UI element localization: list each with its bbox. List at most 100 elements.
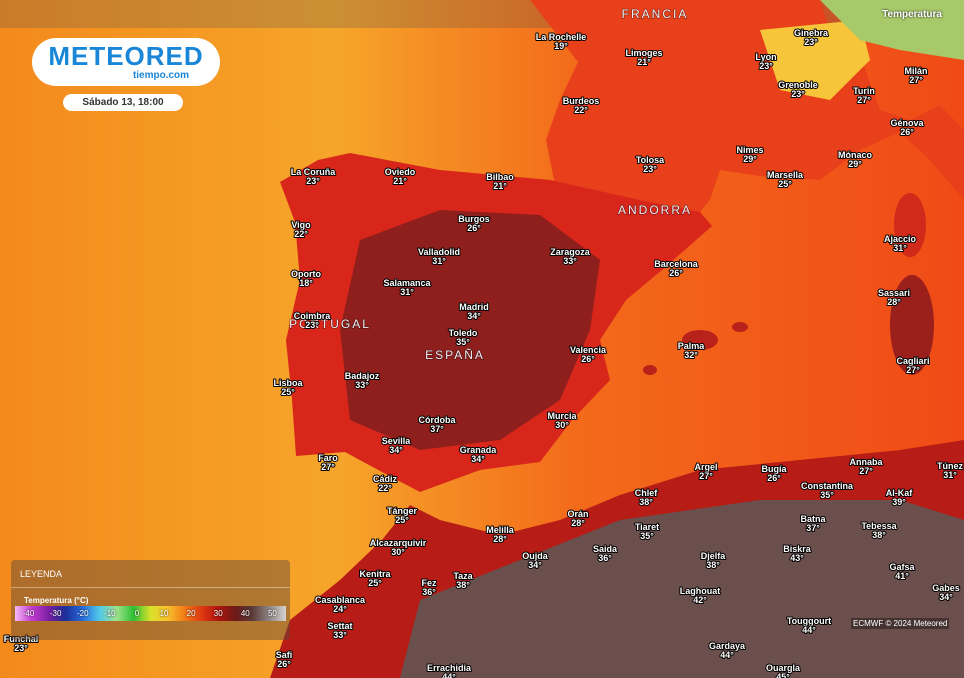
- city-temp: 39°: [892, 497, 906, 507]
- city-name: Fez: [421, 578, 437, 588]
- legend-title: LEYENDA: [20, 569, 63, 579]
- city-name: Coimbra: [294, 311, 332, 321]
- city-name: Tolosa: [636, 155, 665, 165]
- sardinia: [890, 275, 934, 375]
- city-name: Lisboa: [273, 378, 303, 388]
- city-temp: 35°: [456, 337, 470, 347]
- credit: ECMWF © 2024 Meteored: [851, 618, 950, 629]
- city-temp: 38°: [456, 580, 470, 590]
- city-temp: 35°: [820, 490, 834, 500]
- city-name: Limoges: [625, 48, 662, 58]
- city-name: Oporto: [291, 269, 321, 279]
- city-name: Tiaret: [635, 522, 659, 532]
- city-temp: 34°: [389, 445, 403, 455]
- city-temp: 44°: [720, 650, 734, 660]
- city-name: Sassari: [878, 288, 910, 298]
- city-temp: 42°: [693, 595, 707, 605]
- layer[interactable]: Temperatura: [882, 9, 942, 20]
- city-temp: 33°: [563, 256, 577, 266]
- city-temp: 31°: [432, 256, 446, 266]
- city-temp: 44°: [442, 672, 456, 678]
- city-temp: 30°: [391, 547, 405, 557]
- city-name: Biskra: [783, 544, 812, 554]
- city-temp: 41°: [895, 571, 909, 581]
- legend-tick: 0: [134, 609, 140, 618]
- city-name: Ouargla: [766, 663, 801, 673]
- city-temp: 27°: [699, 471, 713, 481]
- city-temp: 34°: [467, 311, 481, 321]
- city-temp: 23°: [643, 164, 657, 174]
- legend-subtitle: Temperatura (°C): [24, 596, 89, 605]
- city-temp: 28°: [887, 297, 901, 307]
- city-name: La Coruña: [291, 167, 336, 177]
- city-temp: 23°: [14, 643, 28, 653]
- date[interactable]: Sábado 13, 18:00: [63, 94, 183, 111]
- city-temp: 23°: [791, 89, 805, 99]
- city-name: Cádiz: [373, 474, 398, 484]
- city-temp: 29°: [743, 154, 757, 164]
- legend-tick: 30: [213, 609, 223, 618]
- legend-tick: -30: [49, 609, 62, 618]
- city-temp: 23°: [305, 320, 319, 330]
- city-temp: 26°: [900, 127, 914, 137]
- city-name: Constantina: [801, 481, 854, 491]
- city-temp: 36°: [598, 553, 612, 563]
- legend-tick: 50: [267, 609, 277, 618]
- city-temp: 23°: [804, 37, 818, 47]
- legend-separator: [11, 587, 290, 588]
- city-temp: 26°: [581, 354, 595, 364]
- city-name: Tebessa: [861, 521, 897, 531]
- city-name: Settat: [327, 621, 352, 631]
- city-temp: 34°: [528, 560, 542, 570]
- city-temp: 22°: [574, 105, 588, 115]
- city-temp: 22°: [294, 229, 308, 239]
- city-name: Alcazarquivir: [370, 538, 427, 548]
- city-name: Kenitra: [359, 569, 391, 579]
- city-temp: 27°: [906, 365, 920, 375]
- city-name: Murcia: [547, 411, 577, 421]
- city-temp: 18°: [299, 278, 313, 288]
- legend-tick: -40: [22, 609, 35, 618]
- city-temp: 31°: [893, 243, 907, 253]
- iberia-heat: [340, 210, 600, 450]
- city-temp: 38°: [706, 560, 720, 570]
- city-name: Faro: [318, 453, 338, 463]
- city-temp: 26°: [277, 659, 291, 669]
- city-temp: 38°: [872, 530, 886, 540]
- city-name: Zaragoza: [550, 247, 591, 257]
- brand: METEORED: [48, 41, 204, 71]
- country-label: ANDORRA: [618, 203, 692, 217]
- city-name: Ginebra: [794, 28, 829, 38]
- city-name: Nimes: [736, 145, 763, 155]
- city-name: Al-Kaf: [886, 488, 914, 498]
- city-name: Annaba: [849, 457, 883, 467]
- site: tiempo.com: [132, 70, 190, 81]
- city-name: Melilla: [486, 525, 515, 535]
- city-temp: 27°: [909, 75, 923, 85]
- city-name: Batna: [800, 514, 826, 524]
- city-name: Salamanca: [383, 278, 431, 288]
- logo[interactable]: METEORED tiempo.com: [32, 38, 220, 86]
- alps-high: [820, 0, 964, 60]
- city-temp: 21°: [637, 57, 651, 67]
- city-temp: 24°: [333, 604, 347, 614]
- city-temp: 34°: [471, 454, 485, 464]
- city-temp: 37°: [806, 523, 820, 533]
- sahara-heat: [400, 500, 964, 678]
- city-temp: 31°: [943, 470, 957, 480]
- city-temp: 28°: [571, 518, 585, 528]
- city-name: Gabes: [932, 583, 960, 593]
- city-temp: 32°: [684, 350, 698, 360]
- city-name: Barcelona: [654, 259, 699, 269]
- legend-tick: -20: [76, 609, 89, 618]
- city-name: Bilbao: [486, 172, 514, 182]
- city-temp: 38°: [639, 497, 653, 507]
- city-temp: 25°: [395, 515, 409, 525]
- city-name: Oujda: [522, 551, 548, 561]
- city-name: Grenoble: [778, 80, 818, 90]
- city-temp: 45°: [776, 672, 790, 678]
- city-name: Cagliari: [896, 356, 929, 366]
- city-name: Badajoz: [345, 371, 380, 381]
